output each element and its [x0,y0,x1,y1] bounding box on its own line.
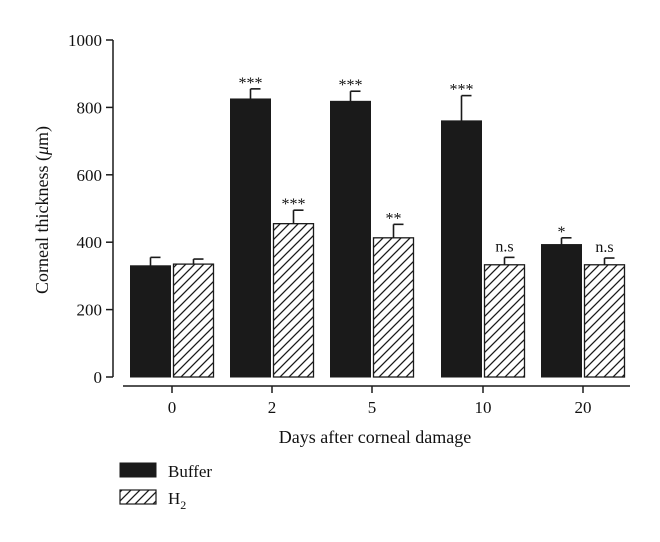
significance-label-buffer: *** [339,77,363,94]
legend-label-h2: H2 [168,489,186,512]
y-tick-label: 400 [77,233,103,252]
y-tick-label: 600 [77,166,103,185]
y-tick-label: 200 [77,301,103,320]
y-axis-title: Corneal thickness (μm) [32,126,53,294]
legend-swatch-buffer [119,462,157,478]
bar-h2-day-0 [172,263,215,378]
bar-buffer-day-20 [541,244,582,378]
bar-h2-day-5 [372,237,415,378]
x-axis-title: Days after corneal damage [279,427,471,447]
y-tick-label: 800 [77,98,103,117]
bar-h2-day-10 [483,264,526,378]
x-tick-label: 10 [475,398,492,417]
significance-label-h2: ** [386,210,402,227]
significance-label-h2: n.s [595,239,613,256]
legend: Buffer H2 [119,462,212,512]
y-axis-title-mu: μ [32,146,52,156]
legend-label-buffer: Buffer [168,462,212,481]
y-axis-title-main: Corneal thickness ( [32,155,53,294]
bar-buffer-day-2 [230,98,271,378]
significance-label-h2: *** [282,196,306,213]
y-tick-label: 1000 [68,31,102,50]
y-axis-title-unit: m) [32,126,53,146]
x-tick-label: 0 [168,398,177,417]
bar-h2-day-2 [272,223,315,378]
bar-buffer-day-10 [441,120,482,378]
legend-label-h2-main: H [168,489,180,508]
bar-buffer-day-5 [330,100,371,378]
bar-buffer-day-0 [130,265,171,378]
significance-label-buffer: *** [239,75,263,92]
x-tick-label: 20 [575,398,592,417]
x-axis: 0 2 5 10 20 [123,385,630,417]
y-tick-label: 0 [94,368,103,387]
x-tick-label: 5 [368,398,377,417]
legend-label-h2-sub: 2 [180,498,186,512]
significance-label-h2: n.s [495,238,513,255]
significance-label-buffer: *** [450,82,474,99]
bar-h2-day-20 [583,264,626,378]
bars-group: *** *** *********n.s n.s [130,75,626,378]
legend-swatch-h2 [119,489,157,505]
significance-label-buffer: * [558,224,566,241]
x-tick-label: 2 [268,398,277,417]
y-axis: 0 200 400 600 800 1000 [68,31,114,387]
